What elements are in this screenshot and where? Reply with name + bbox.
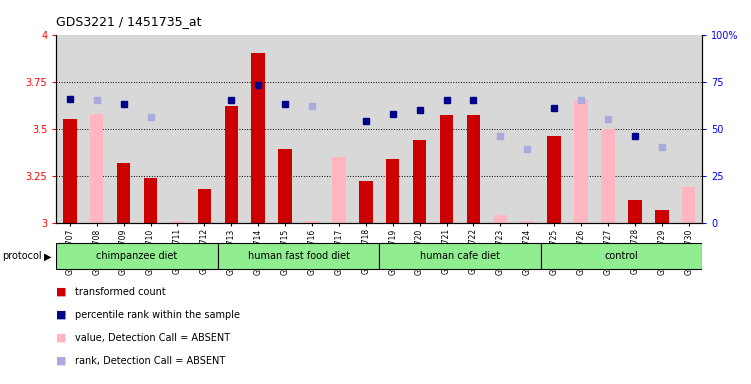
Bar	[575, 101, 588, 223]
Text: rank, Detection Call = ABSENT: rank, Detection Call = ABSENT	[75, 356, 225, 366]
Bar	[440, 116, 454, 223]
Bar	[682, 187, 695, 223]
Bar	[279, 149, 292, 223]
Text: control: control	[605, 251, 638, 262]
Bar	[466, 116, 480, 223]
Bar	[225, 106, 238, 223]
Bar	[547, 136, 561, 223]
Bar	[386, 159, 400, 223]
Bar	[143, 177, 157, 223]
Bar	[493, 215, 507, 223]
Text: protocol: protocol	[2, 251, 42, 262]
Text: human fast food diet: human fast food diet	[248, 251, 349, 262]
Bar	[602, 129, 615, 223]
Bar	[332, 157, 345, 223]
Bar	[198, 189, 211, 223]
Bar	[379, 243, 541, 269]
Text: human cafe diet: human cafe diet	[420, 251, 500, 262]
Bar	[56, 243, 218, 269]
Text: transformed count: transformed count	[75, 287, 166, 297]
Bar	[413, 140, 427, 223]
Bar	[63, 119, 77, 223]
Bar	[359, 181, 372, 223]
Text: ■: ■	[56, 333, 67, 343]
Bar	[252, 53, 265, 223]
Bar	[628, 200, 641, 223]
Text: chimpanzee diet: chimpanzee diet	[96, 251, 178, 262]
Text: value, Detection Call = ABSENT: value, Detection Call = ABSENT	[75, 333, 231, 343]
Text: percentile rank within the sample: percentile rank within the sample	[75, 310, 240, 320]
Bar	[218, 243, 379, 269]
Bar	[170, 221, 184, 223]
Text: GDS3221 / 1451735_at: GDS3221 / 1451735_at	[56, 15, 202, 28]
Text: ■: ■	[56, 356, 67, 366]
Bar	[655, 210, 668, 223]
Text: ■: ■	[56, 287, 67, 297]
Bar	[541, 243, 702, 269]
Text: ■: ■	[56, 310, 67, 320]
Bar	[520, 221, 534, 223]
Bar	[117, 162, 131, 223]
Text: ▶: ▶	[44, 251, 51, 262]
Bar	[90, 114, 104, 223]
Bar	[305, 221, 318, 223]
